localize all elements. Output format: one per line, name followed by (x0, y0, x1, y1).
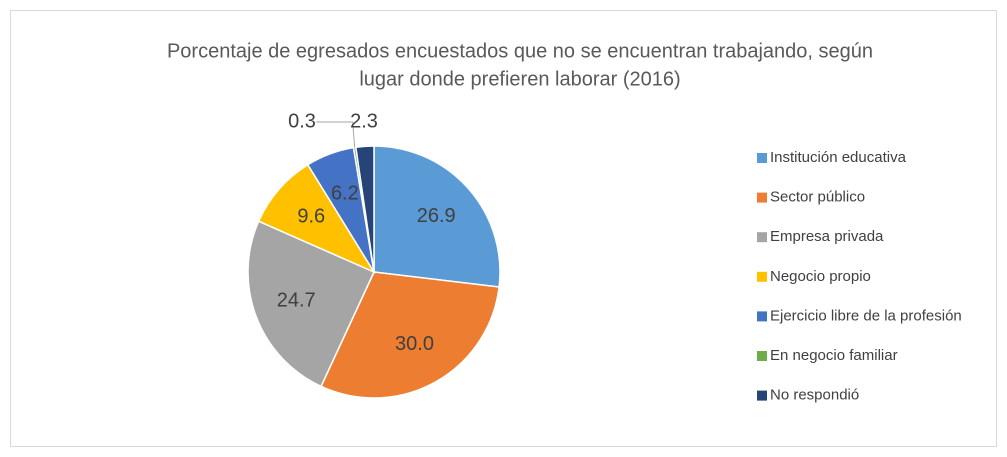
legend-label: Institución educativa (770, 149, 907, 166)
data-label: 6.2 (331, 182, 359, 204)
data-label: 0.3 (288, 110, 316, 132)
legend-label: Sector público (770, 189, 865, 206)
legend-swatch (757, 153, 767, 163)
pie-slice (373, 145, 501, 288)
legend-label: No respondió (770, 387, 859, 404)
legend-label: En negocio familiar (770, 347, 898, 364)
data-label: 24.7 (277, 290, 316, 312)
pie-slice (355, 145, 375, 273)
legend-label: Ejercicio libre de la profesión (770, 307, 962, 324)
legend-swatch (757, 232, 767, 243)
legend-label: Negocio propio (770, 268, 871, 285)
leader-line (316, 121, 356, 148)
data-label: 30.0 (395, 333, 434, 355)
data-label: 9.6 (297, 206, 325, 228)
legend-swatch (757, 271, 767, 282)
legend-swatch (757, 192, 767, 203)
data-label: 2.3 (350, 110, 378, 132)
legend-label: Empresa privada (770, 228, 884, 245)
pie-slice (257, 163, 376, 274)
chart-title: Porcentaje de egresados encuestados que … (167, 40, 873, 62)
legend-swatch (757, 351, 767, 361)
pie-slice (320, 271, 500, 399)
legend-swatch (757, 311, 767, 322)
legend-swatch (757, 390, 767, 401)
pie-slice (247, 220, 376, 388)
data-label: 26.9 (417, 205, 456, 227)
chart-title: lugar donde prefieren laborar (2016) (359, 68, 680, 90)
chart-border (10, 10, 997, 447)
